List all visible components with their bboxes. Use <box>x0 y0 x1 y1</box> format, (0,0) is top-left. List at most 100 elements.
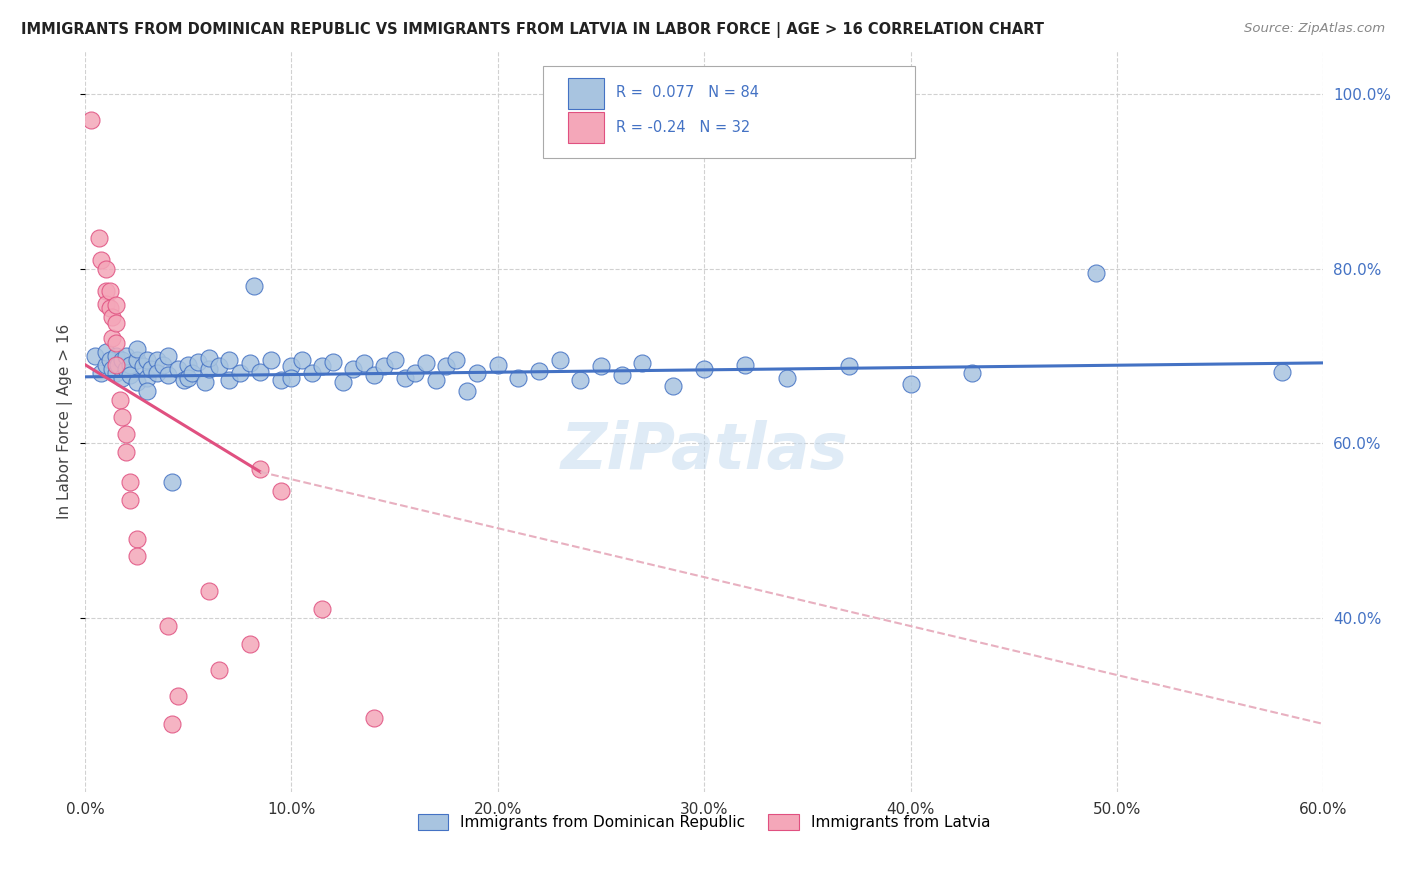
Point <box>101 310 124 324</box>
Point <box>198 584 221 599</box>
Point <box>125 342 148 356</box>
Point <box>662 379 685 393</box>
Point <box>135 353 157 368</box>
Point <box>125 549 148 564</box>
Point <box>1085 266 1108 280</box>
Point <box>152 358 174 372</box>
Y-axis label: In Labor Force | Age > 16: In Labor Force | Age > 16 <box>58 324 73 519</box>
Point <box>156 619 179 633</box>
Point <box>322 355 344 369</box>
Point <box>589 359 612 374</box>
Point <box>962 367 984 381</box>
Point <box>508 370 530 384</box>
Point <box>218 353 240 368</box>
Point <box>332 375 354 389</box>
Point <box>569 373 592 387</box>
Point <box>434 359 457 374</box>
Point <box>194 375 217 389</box>
Point <box>486 358 509 372</box>
Point <box>104 358 127 372</box>
Point <box>166 689 188 703</box>
Point <box>394 370 416 384</box>
Point <box>120 358 142 372</box>
Legend: Immigrants from Dominican Republic, Immigrants from Latvia: Immigrants from Dominican Republic, Immi… <box>412 808 997 836</box>
Point <box>111 370 134 384</box>
Point <box>1271 365 1294 379</box>
Point <box>89 231 111 245</box>
Point <box>125 375 148 389</box>
Point <box>125 532 148 546</box>
Point <box>384 353 406 368</box>
Point <box>734 358 756 372</box>
Point <box>84 349 107 363</box>
Point <box>260 353 283 368</box>
Point <box>363 368 385 383</box>
Point <box>243 279 266 293</box>
Point <box>177 358 200 372</box>
Point <box>90 367 112 381</box>
Point <box>270 373 292 387</box>
Point <box>111 409 134 424</box>
Point <box>94 261 117 276</box>
Point <box>120 475 142 490</box>
Point <box>160 475 183 490</box>
Text: ZiPatlas: ZiPatlas <box>561 420 848 482</box>
Point <box>311 359 333 374</box>
Point <box>239 356 262 370</box>
Point <box>776 370 799 384</box>
Point <box>135 384 157 398</box>
Point <box>156 368 179 383</box>
Point <box>90 252 112 267</box>
Point <box>465 367 488 381</box>
Point <box>239 637 262 651</box>
Point <box>115 349 138 363</box>
Point <box>249 365 271 379</box>
Point <box>108 392 131 407</box>
Point <box>208 359 231 374</box>
Point <box>139 362 162 376</box>
FancyBboxPatch shape <box>543 65 915 158</box>
Point <box>291 353 314 368</box>
Point <box>425 373 447 387</box>
Point <box>270 484 292 499</box>
Point <box>527 364 550 378</box>
Point <box>311 602 333 616</box>
Point <box>173 373 195 387</box>
FancyBboxPatch shape <box>568 112 603 144</box>
Point <box>198 362 221 376</box>
Point <box>111 353 134 368</box>
Point <box>104 367 127 381</box>
Point <box>181 367 204 381</box>
Point <box>146 367 169 381</box>
Point <box>280 359 302 374</box>
Point <box>280 370 302 384</box>
Point <box>218 373 240 387</box>
Point <box>104 316 127 330</box>
Point <box>104 335 127 350</box>
Point <box>94 284 117 298</box>
Point <box>98 353 121 368</box>
Point <box>187 355 209 369</box>
Point <box>610 368 633 383</box>
Point <box>404 367 426 381</box>
Point <box>104 298 127 312</box>
Point <box>456 384 478 398</box>
Point <box>156 349 179 363</box>
Point <box>838 359 860 374</box>
Point <box>198 351 221 365</box>
Point <box>415 356 437 370</box>
Point <box>107 358 129 372</box>
Point <box>363 711 385 725</box>
Point <box>101 362 124 376</box>
Point <box>120 492 142 507</box>
Point <box>208 663 231 677</box>
Point <box>98 284 121 298</box>
Point <box>94 296 117 310</box>
Point <box>301 367 323 381</box>
Point <box>342 362 364 376</box>
Point <box>353 356 375 370</box>
Point <box>146 353 169 368</box>
Point <box>229 367 252 381</box>
Point <box>94 344 117 359</box>
Text: IMMIGRANTS FROM DOMINICAN REPUBLIC VS IMMIGRANTS FROM LATVIA IN LABOR FORCE | AG: IMMIGRANTS FROM DOMINICAN REPUBLIC VS IM… <box>21 22 1045 38</box>
